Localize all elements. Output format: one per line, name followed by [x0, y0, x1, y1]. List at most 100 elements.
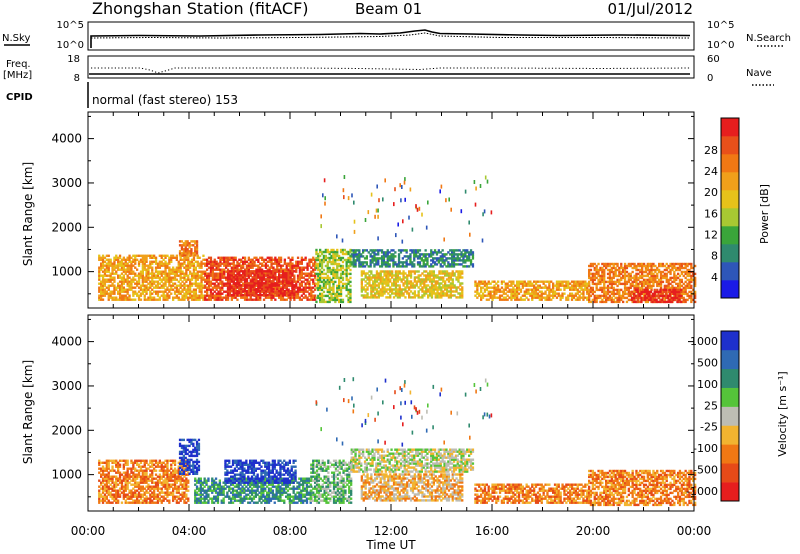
heatmap-cell [98, 497, 101, 500]
heatmap-cell [368, 280, 371, 283]
heatmap-cell [200, 276, 203, 279]
heatmap-cell [478, 294, 481, 297]
heatmap-cell [274, 274, 277, 277]
heatmap-cell [512, 296, 515, 299]
heatmap-cell [555, 286, 559, 289]
heatmap-cell [126, 274, 129, 277]
heatmap-cell [616, 268, 619, 272]
heatmap-cell [389, 288, 392, 291]
heatmap-cell [622, 294, 625, 298]
heatmap-cell [415, 294, 418, 297]
heatmap-cell [364, 276, 367, 279]
heatmap-cell [680, 278, 683, 282]
heatmap-cell [559, 298, 562, 301]
heatmap-cell [512, 288, 515, 291]
heatmap-cell [371, 257, 374, 260]
heatmap-cell [449, 272, 452, 275]
heatmap-cell [118, 264, 122, 267]
heatmap-cell [336, 234, 338, 239]
heatmap-cell [130, 270, 133, 273]
heatmap-cell [603, 290, 606, 294]
heatmap-cell [430, 296, 434, 299]
heatmap-cell [223, 284, 226, 287]
heatmap-cell [516, 280, 519, 283]
heatmap-cell [635, 274, 638, 278]
heatmap-cell [374, 284, 377, 287]
heatmap-cell [591, 286, 594, 290]
heatmap-cell [345, 284, 348, 288]
heatmap-cell [694, 276, 697, 280]
heatmap-cell [398, 276, 401, 279]
heatmap-cell [278, 282, 281, 285]
heatmap-cell [183, 286, 186, 289]
heatmap-cell [457, 274, 460, 277]
heatmap-cell [428, 288, 432, 291]
heatmap-cell [293, 266, 296, 269]
heatmap-cell [202, 298, 205, 301]
heatmap-cell [677, 272, 680, 276]
heatmap-cell [162, 286, 165, 289]
heatmap-cell [559, 296, 562, 299]
heatmap-cell [411, 263, 414, 266]
heatmap-cell [586, 288, 589, 291]
heatmap-cell [396, 276, 399, 279]
heatmap-cell [654, 296, 657, 300]
heatmap-cell [328, 270, 331, 274]
heatmap-cell [204, 278, 207, 281]
heatmap-cell [312, 294, 315, 297]
heatmap-cell [670, 290, 673, 294]
heatmap-cell [589, 264, 593, 268]
heatmap-cell [428, 255, 431, 258]
heatmap-cell [103, 485, 107, 488]
heatmap-cell [531, 290, 534, 293]
heatmap-cell [540, 286, 543, 289]
heatmap-cell [206, 288, 209, 291]
heatmap-cell [352, 265, 355, 268]
heatmap-cell [274, 258, 277, 261]
heatmap-cell [180, 244, 184, 247]
heatmap-cell [109, 493, 112, 496]
heatmap-cell [428, 265, 431, 268]
heatmap-cell [285, 276, 288, 279]
heatmap-cell [469, 263, 473, 266]
heatmap-cell [195, 246, 199, 249]
heatmap-cell [215, 294, 218, 297]
heatmap-cell [565, 296, 568, 299]
heatmap-cell [247, 266, 250, 269]
heatmap-cell [162, 284, 165, 287]
heatmap-cell [238, 264, 241, 267]
heatmap-cell [192, 288, 196, 291]
heatmap-cell [435, 259, 439, 262]
heatmap-cell [179, 270, 182, 273]
heatmap-cell [586, 282, 589, 285]
heatmap-cell [132, 298, 135, 301]
heatmap-cell [179, 256, 182, 259]
heatmap-cell [259, 262, 262, 265]
heatmap-cell [490, 210, 493, 215]
heatmap-cell [453, 274, 456, 277]
heatmap-cell [103, 493, 107, 496]
heatmap-cell [219, 256, 222, 259]
heatmap-cell [204, 280, 207, 283]
nave-trace [91, 67, 691, 74]
heatmap-cell [141, 288, 144, 291]
heatmap-cell [678, 278, 682, 282]
heatmap-cell [491, 298, 494, 301]
heatmap-cell [677, 286, 680, 290]
heatmap-cell [404, 282, 407, 285]
heatmap-cell [268, 272, 271, 275]
heatmap-cell [559, 288, 562, 291]
heatmap-cell [531, 292, 534, 295]
heatmap-cell [603, 282, 606, 286]
heatmap-cell [483, 290, 487, 293]
heatmap-cell [107, 260, 110, 263]
heatmap-cell [647, 290, 651, 294]
heatmap-cell [130, 262, 133, 265]
heatmap-cell [406, 290, 409, 293]
heatmap-cell [484, 175, 487, 180]
heatmap-cell [612, 286, 615, 290]
heatmap-cell [398, 296, 401, 299]
heatmap-cell [434, 296, 437, 299]
heatmap-cell [168, 270, 171, 273]
heatmap-cell [221, 296, 224, 299]
